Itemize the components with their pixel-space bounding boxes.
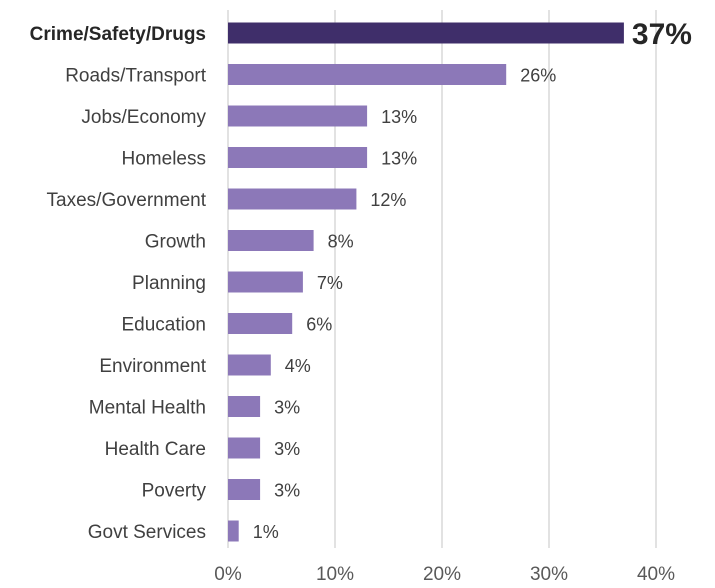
category-label: Homeless [122,149,206,170]
category-label: Govt Services [88,522,206,543]
x-tick-label: 40% [637,564,675,585]
bar [228,105,368,127]
x-axis-ticks: 0% 10% 20% 30% 40% [214,564,675,585]
category-label: Environment [99,356,206,377]
category-label: Crime/Safety/Drugs [30,24,206,45]
value-label: 7% [317,273,343,293]
bar [228,188,357,210]
value-label: 4% [285,356,311,376]
bar [228,64,507,85]
bar [228,396,261,417]
value-label: 12% [370,190,406,210]
bar [228,230,314,251]
bar [228,22,624,44]
value-label: 3% [274,481,300,501]
bar [228,520,239,542]
category-label: Planning [132,273,206,294]
bar [228,313,293,334]
bar [228,147,368,168]
category-label: Growth [145,232,206,253]
value-label: 3% [274,398,300,418]
x-tick-label: 30% [530,564,568,585]
category-label: Education [121,315,206,336]
category-label: Jobs/Economy [81,107,206,128]
value-label: 13% [381,107,417,127]
x-tick-label: 20% [423,564,461,585]
value-label: 8% [328,232,354,252]
value-label: 13% [381,149,417,169]
category-labels: Crime/Safety/Drugs Roads/Transport Jobs/Ec… [30,24,207,543]
value-label: 3% [274,439,300,459]
value-label: 26% [520,66,556,86]
category-label: Poverty [142,481,207,502]
category-label: Health Care [105,439,206,460]
value-label: 6% [306,315,332,335]
bar [228,479,261,500]
value-label: 37% [632,18,692,51]
bar [228,437,261,459]
category-label: Taxes/Government [47,190,207,211]
x-tick-label: 10% [316,564,354,585]
bar [228,271,303,293]
category-label: Roads/Transport [65,66,207,87]
bar [228,354,271,376]
bars [228,22,624,542]
x-tick-label: 0% [214,564,242,585]
category-label: Mental Health [89,398,206,419]
value-label: 1% [253,522,279,542]
value-labels: 37% 26% 13% 13% 12% 8% 7% 6% 4% 3% 3% 3% 1% [253,18,692,542]
